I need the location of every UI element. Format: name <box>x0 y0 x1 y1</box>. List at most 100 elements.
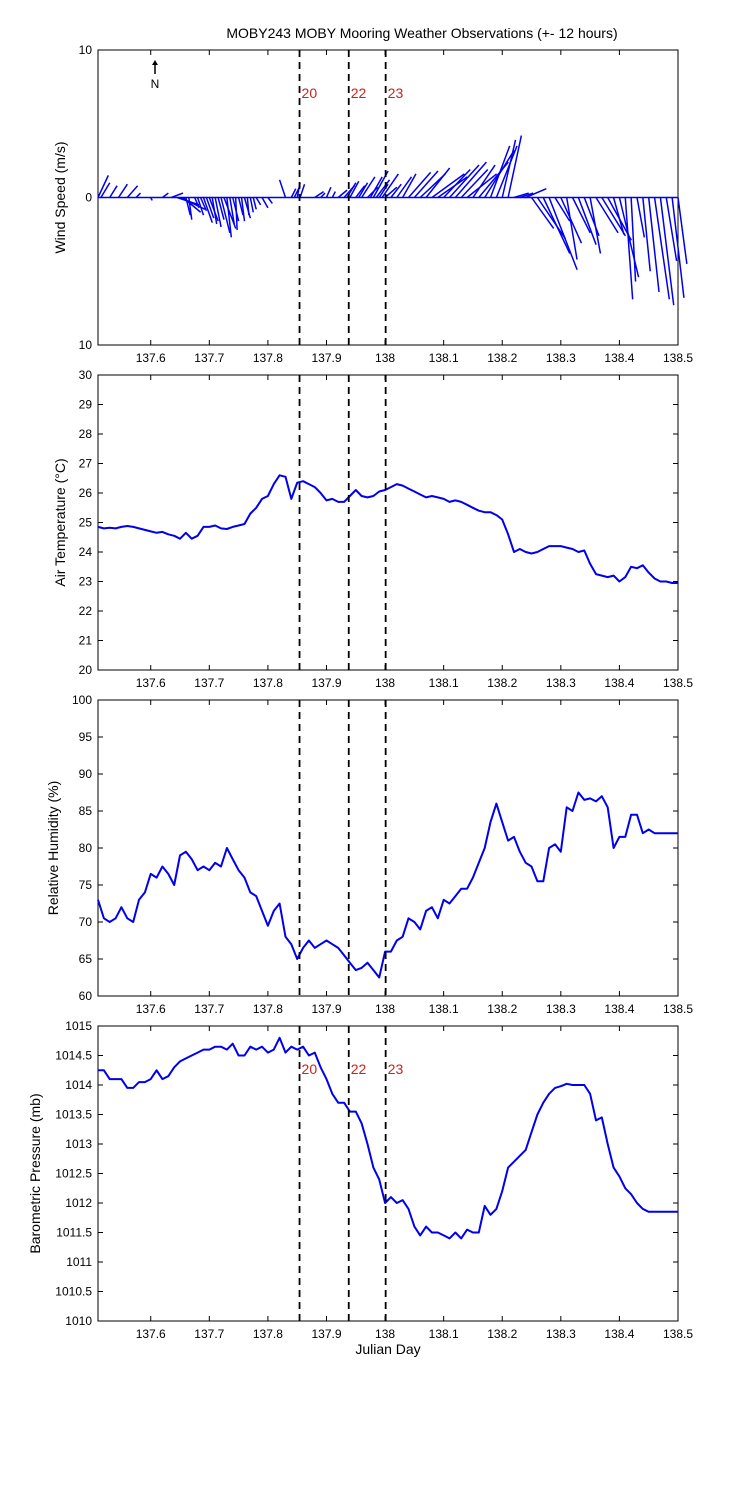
x-tick-label: 137.7 <box>194 1002 224 1016</box>
x-tick-label: 137.9 <box>311 676 341 690</box>
wind-stick <box>202 197 214 223</box>
x-tick-label: 138.3 <box>546 1327 576 1341</box>
x-tick-label: 138.4 <box>604 1327 634 1341</box>
x-tick-label: 137.6 <box>136 676 166 690</box>
y-tick-label: 1011.5 <box>56 1226 92 1240</box>
x-tick-label: 138 <box>375 1327 395 1341</box>
x-tick-label: 138 <box>375 351 395 365</box>
wind-stick <box>636 197 646 238</box>
wind-stick <box>460 168 489 199</box>
y-tick-label: 85 <box>79 804 93 818</box>
x-tick-label: 138.2 <box>487 676 517 690</box>
x-tick-label: 137.6 <box>136 1327 166 1341</box>
wind-stick <box>229 197 235 225</box>
data-line <box>97 791 678 979</box>
x-tick-label: 137.8 <box>253 351 283 365</box>
wind-stick <box>396 176 413 198</box>
y-tick-label: 0 <box>85 191 92 205</box>
y-tick-label: 1014.5 <box>55 1049 92 1063</box>
y-tick-label: 1015 <box>65 1019 92 1033</box>
wind-stick <box>542 197 571 254</box>
x-tick-label: 138.5 <box>663 676 693 690</box>
x-tick-label: 137.7 <box>194 676 224 690</box>
wind-stick <box>226 197 233 238</box>
panel-1: 137.6 137.7 137.8 137.9 138 138.1 138.2 138.3 13… <box>52 43 693 365</box>
wind-stick <box>407 171 432 198</box>
marker-label: 20 <box>302 85 318 101</box>
wind-stick <box>358 182 369 198</box>
y-tick-label: 1010 <box>65 1314 92 1328</box>
wind-stick <box>217 197 225 220</box>
x-tick-label: 138.1 <box>429 1327 459 1341</box>
x-tick-label: 137.9 <box>311 1002 341 1016</box>
y-tick-label: 80 <box>79 841 93 855</box>
wind-stick <box>299 183 306 198</box>
x-tick-label: 137.6 <box>136 1002 166 1016</box>
x-tick-label: 137.6 <box>136 351 166 365</box>
x-tick-label: 138.2 <box>487 351 517 365</box>
x-tick-label: 137.8 <box>253 1327 283 1341</box>
x-tick-label: 137.9 <box>311 1327 341 1341</box>
x-tick-label: 138.2 <box>487 1327 517 1341</box>
wind-stick <box>554 197 571 222</box>
y-tick-label: 60 <box>79 989 93 1003</box>
wind-stick <box>331 191 336 198</box>
x-tick-label: 138.3 <box>546 1002 576 1016</box>
wind-stick <box>255 197 262 206</box>
wind-stick <box>320 192 326 199</box>
wind-stick <box>577 197 597 245</box>
wind-stick <box>214 197 222 228</box>
wind-stick <box>117 183 128 198</box>
figure-title: MOBY243 MOBY Mooring Weather Observation… <box>226 25 617 41</box>
y-tick-label: 1013.5 <box>55 1108 92 1122</box>
wind-stick <box>150 197 153 201</box>
wind-stick <box>252 197 257 210</box>
x-tick-label: 138.2 <box>487 1002 517 1016</box>
y-tick-label: 10 <box>79 43 93 57</box>
wind-stick <box>199 197 208 212</box>
wind-stick <box>109 185 118 198</box>
y-axis-title: Relative Humidity (%) <box>45 781 61 916</box>
y-tick-label: 90 <box>79 767 93 781</box>
y-tick-label: 23 <box>79 575 93 589</box>
y-tick-label: 29 <box>79 398 93 412</box>
wind-stick <box>671 197 685 298</box>
panel-3: 137.6 137.7 137.8 137.9 138 138.1 138.2 138.3 13… <box>45 693 693 1016</box>
wind-stick <box>240 197 246 222</box>
x-tick-label: 138.1 <box>429 676 459 690</box>
wind-stick <box>507 135 523 198</box>
wind-stick <box>665 197 678 262</box>
wind-stick <box>325 186 332 198</box>
wind-stick <box>642 197 651 272</box>
wind-stick <box>601 197 627 237</box>
x-tick-label: 138.4 <box>604 351 634 365</box>
x-tick-label: 138.3 <box>546 351 576 365</box>
wind-stick <box>448 164 480 199</box>
x-tick-label: 137.8 <box>253 676 283 690</box>
x-axis-title: Julian Day <box>355 1341 420 1357</box>
y-tick-label: 1012.5 <box>55 1167 92 1181</box>
wind-stick <box>565 197 578 260</box>
x-tick-label: 138 <box>375 676 395 690</box>
wind-stick <box>454 161 487 198</box>
y-tick-label: 1014 <box>65 1078 92 1092</box>
x-tick-label: 138.3 <box>546 676 576 690</box>
north-label: N <box>151 77 160 91</box>
plot-frame <box>97 374 679 671</box>
y-tick-label: 26 <box>79 486 93 500</box>
wind-stick <box>630 197 637 282</box>
wind-stick <box>595 197 619 234</box>
x-tick-label: 137.8 <box>253 1002 283 1016</box>
wind-stick <box>431 173 465 199</box>
wind-stick <box>495 145 518 198</box>
y-tick-label: 28 <box>79 427 93 441</box>
y-axis-title: Air Temperature (°C) <box>52 458 68 586</box>
wind-stick <box>246 197 250 216</box>
wind-stick <box>196 197 205 216</box>
x-tick-label: 138.4 <box>604 676 634 690</box>
wind-stick <box>337 189 348 199</box>
y-tick-label: 100 <box>72 693 92 707</box>
wind-stick <box>375 179 391 198</box>
y-tick-label: 95 <box>79 730 93 744</box>
